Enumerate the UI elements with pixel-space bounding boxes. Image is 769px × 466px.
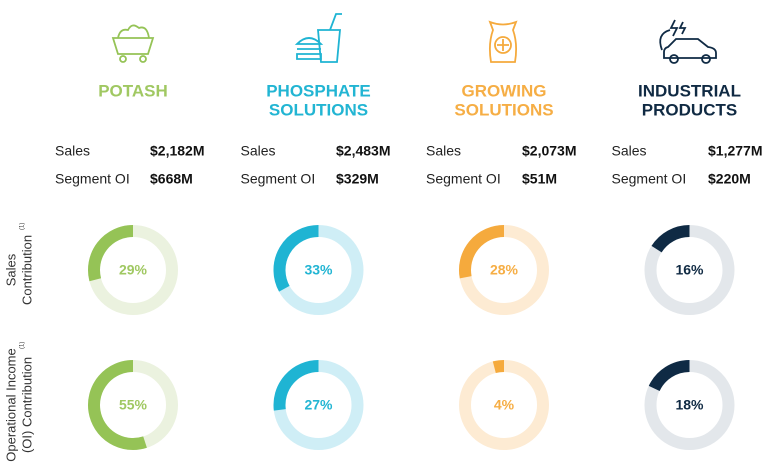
stat-value: $2,182M <box>150 143 204 159</box>
segment-name: GROWING <box>462 81 547 100</box>
segment-name: POTASH <box>98 81 168 100</box>
donut-label: 28% <box>490 262 519 278</box>
stat-value: $220M <box>708 171 751 187</box>
stat-label: Segment OI <box>55 171 130 187</box>
stat-value: $2,483M <box>336 143 390 159</box>
donut-label: 29% <box>119 262 148 278</box>
donut-label: 33% <box>304 262 333 278</box>
donut-arc <box>273 225 319 292</box>
stat-value: $2,073M <box>522 143 576 159</box>
donut-arc <box>88 225 134 282</box>
donut-arc <box>492 360 505 374</box>
stat-label: Segment OI <box>241 171 316 187</box>
donut-arc <box>459 225 505 279</box>
stat-label: Sales <box>55 143 90 159</box>
stat-value: $329M <box>336 171 379 187</box>
stat-value: $668M <box>150 171 193 187</box>
segment-name: PHOSPHATE <box>266 81 371 100</box>
stat-label: Segment OI <box>426 171 501 187</box>
donut-label: 18% <box>675 397 704 413</box>
row-label: (OI) Contribution <box>19 357 34 453</box>
industrial-icon <box>659 19 717 64</box>
stat-label: Sales <box>241 143 276 159</box>
phosphate-icon <box>294 13 342 63</box>
stat-label: Sales <box>426 143 461 159</box>
segment-name: SOLUTIONS <box>269 100 368 119</box>
row-note: (1) <box>20 342 26 349</box>
donut-label: 55% <box>119 397 148 413</box>
donut-arc <box>88 360 147 450</box>
donut-label: 16% <box>675 262 704 278</box>
segment-name: PRODUCTS <box>642 100 737 119</box>
row-note: (1) <box>20 223 26 230</box>
row-label: Operational Income <box>3 348 18 461</box>
segment-name: SOLUTIONS <box>454 100 553 119</box>
segment-name: INDUSTRIAL <box>638 81 741 100</box>
stat-value: $1,277M <box>708 143 762 159</box>
stat-value: $51M <box>522 171 557 187</box>
stat-label: Segment OI <box>612 171 687 187</box>
growing-icon <box>488 20 518 63</box>
donut-arc <box>273 360 319 411</box>
row-label: Sales <box>3 253 18 286</box>
donut-label: 4% <box>494 397 515 413</box>
stat-label: Sales <box>612 143 647 159</box>
donut-arc <box>648 360 690 392</box>
donut-label: 27% <box>304 397 333 413</box>
potash-icon <box>111 24 155 63</box>
donut-arc <box>651 225 690 253</box>
row-label: Contribution <box>19 235 34 305</box>
